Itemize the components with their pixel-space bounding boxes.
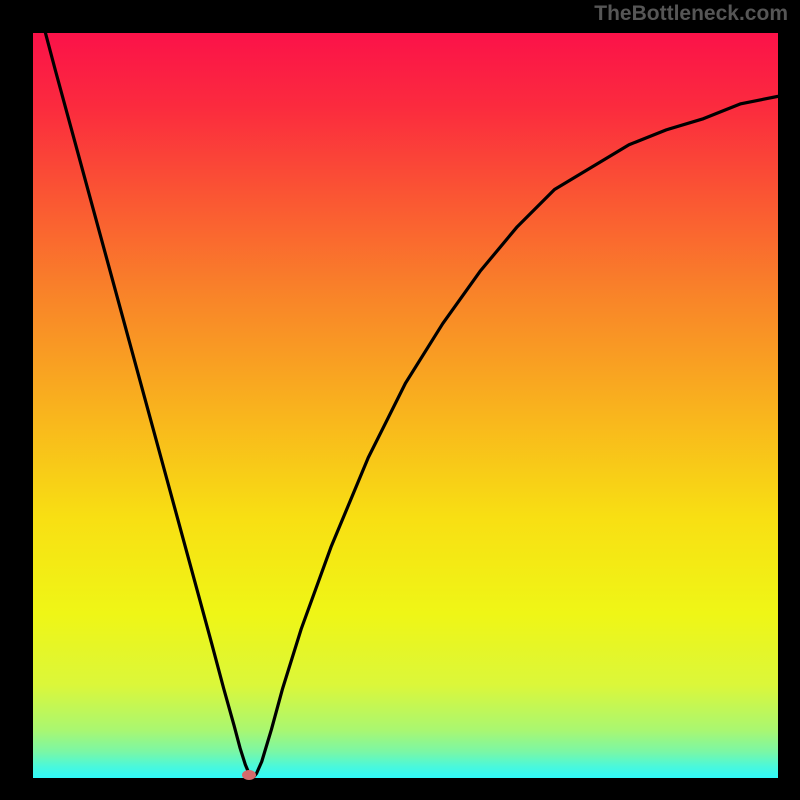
bottleneck-curve xyxy=(33,33,778,778)
plot-area xyxy=(33,33,778,778)
watermark-text: TheBottleneck.com xyxy=(594,2,788,26)
curve-svg xyxy=(33,33,778,778)
optimum-marker xyxy=(242,770,256,780)
